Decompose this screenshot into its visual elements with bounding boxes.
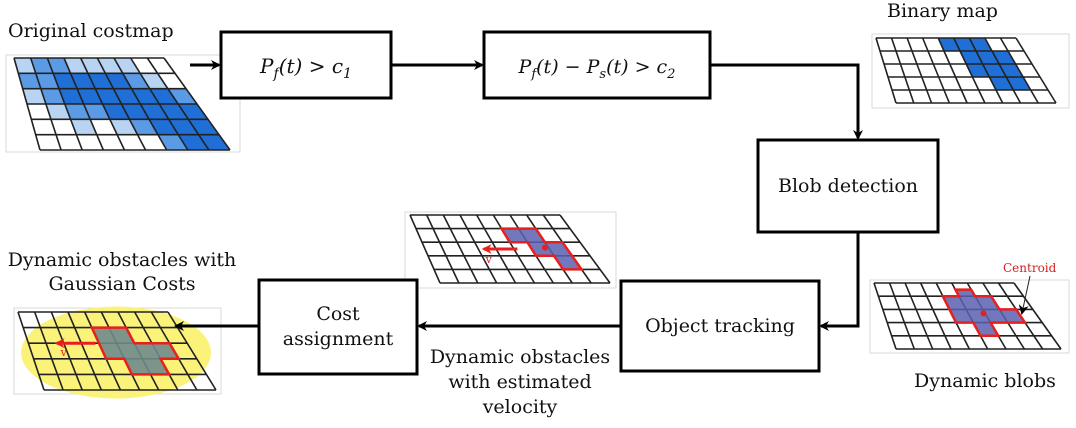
- gaussian-costs-label-line1: Dynamic obstacles with: [8, 249, 237, 271]
- centroid-pointer: [1018, 275, 1031, 315]
- grid-cell: [58, 88, 84, 104]
- grid-cell: [45, 104, 71, 120]
- grid-cell: [18, 73, 41, 89]
- grid-cell: [22, 88, 46, 104]
- grid-cell: [188, 119, 219, 135]
- condition-1-text: Pf(t) > c1: [259, 54, 352, 82]
- centroid-dot: [980, 310, 987, 317]
- grid-cell: [30, 58, 54, 74]
- grid-cell: [47, 58, 71, 74]
- velocity-symbol: v: [485, 253, 493, 266]
- object-tracking-label: Object tracking: [645, 315, 795, 337]
- grid-cell: [77, 88, 103, 104]
- tracked-obstacle-image: v: [404, 211, 617, 289]
- velocity-symbol: v: [60, 346, 68, 359]
- velocity-label-line1: Dynamic obstacles: [430, 346, 610, 368]
- grid-cell: [178, 104, 208, 120]
- grid-cell: [167, 88, 197, 104]
- blob-detection-box: [756, 138, 940, 234]
- centroid-label: Centroid: [1003, 261, 1057, 275]
- grid-cell: [53, 73, 78, 89]
- grid-cell: [83, 104, 110, 120]
- tracked-blob: [499, 227, 584, 271]
- grid-cell: [114, 58, 141, 74]
- dynamic-blobs-label: Dynamic blobs: [914, 370, 1056, 392]
- velocity-label-line3: velocity: [482, 396, 558, 418]
- arrow-blob-to-tracking: [819, 232, 860, 331]
- grid-cell: [70, 119, 97, 135]
- condition-2-text: Pf(t) − Ps(t) > c2: [518, 56, 676, 82]
- grid-cell: [40, 88, 65, 104]
- grid-cell: [35, 73, 59, 89]
- blob-centroid-dot: [541, 244, 548, 251]
- cost-assignment-label-line2: assignment: [283, 328, 394, 350]
- grid-cell: [149, 88, 179, 104]
- original-costmap-label: Original costmap: [8, 20, 174, 42]
- grid-cell: [140, 73, 168, 89]
- binary-map-label: Binary map: [887, 0, 998, 22]
- grid-cell: [64, 104, 91, 120]
- arrow-cond2-to-blob: [710, 63, 863, 140]
- velocity-label-line2: with estimated: [448, 371, 591, 393]
- gaussian-costs-label-line2: Gaussian Costs: [48, 273, 195, 295]
- grid-cell: [14, 58, 36, 74]
- original-costmap-image: [5, 54, 241, 153]
- dynamic-blobs-image: [869, 279, 1070, 354]
- cost-assignment-box: [257, 278, 419, 376]
- costed-obstacle: [89, 326, 181, 376]
- gaussian-costs-image: v: [13, 306, 222, 399]
- binary-map-image: [871, 33, 1070, 109]
- blob-detection-label: Blob detection: [778, 175, 918, 197]
- cost-assignment-label-line1: Cost: [316, 303, 360, 325]
